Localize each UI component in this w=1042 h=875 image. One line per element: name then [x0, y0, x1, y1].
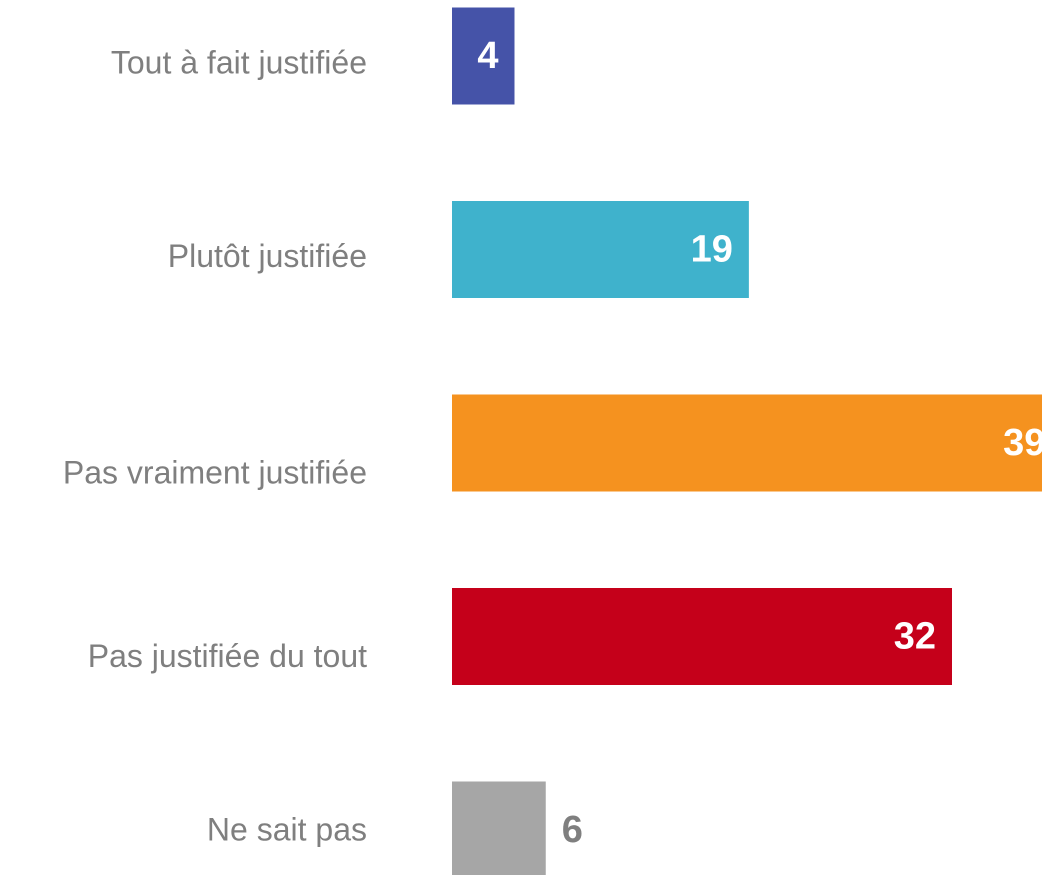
value-label: 39 [1003, 422, 1042, 464]
value-label: 4 [477, 35, 498, 77]
category-label: Tout à fait justifiée [111, 44, 367, 80]
category-label: Pas vraiment justifiée [63, 454, 367, 490]
bar [452, 588, 952, 685]
bar [452, 201, 749, 298]
bar [452, 781, 546, 875]
bar [452, 394, 1042, 492]
value-label: 32 [894, 616, 936, 658]
value-label: 19 [691, 229, 733, 271]
category-label: Ne sait pas [207, 811, 367, 847]
value-label: 6 [562, 809, 583, 851]
bar [452, 7, 515, 105]
category-label: Pas justifiée du tout [88, 638, 367, 674]
category-label: Plutôt justifiée [168, 238, 367, 274]
